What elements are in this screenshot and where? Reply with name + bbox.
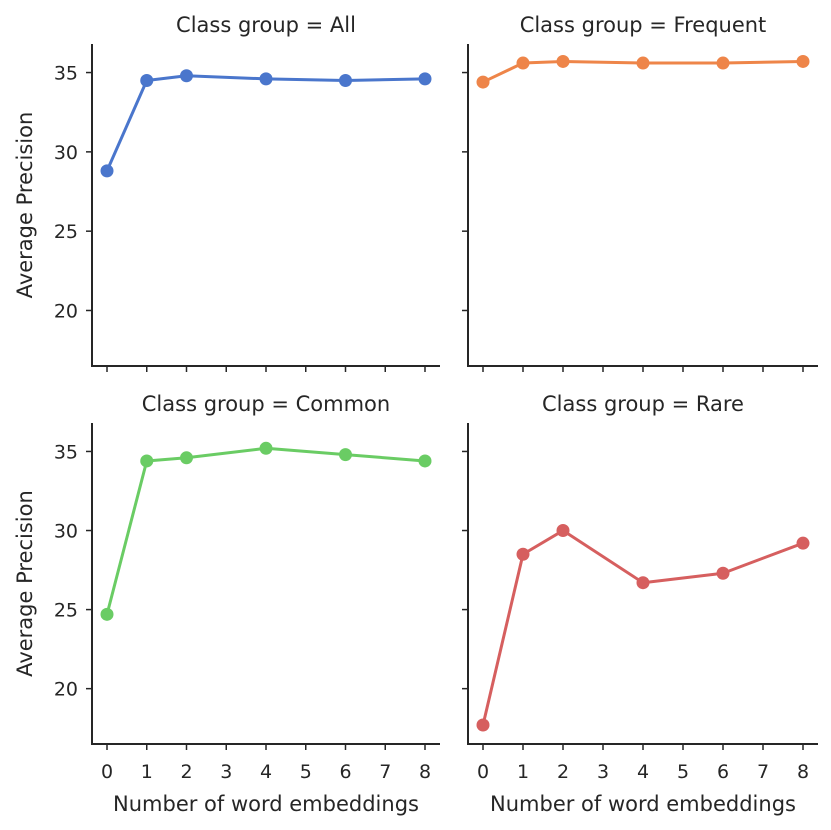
panel-3-xtick-label: 5 [300,761,312,783]
panel-2-point-5 [716,56,730,70]
panel-3-title: Class group = Common [142,392,390,416]
panel-3-point-3 [180,451,193,465]
panel-3-xtick-label: 3 [220,761,232,783]
panel-3-xtick-label: 8 [419,761,431,783]
panel-4-xtick-label: 0 [477,761,489,783]
panel-4-xlabel: Number of word embeddings [490,792,796,816]
panel-3-series-line [105,446,427,616]
panel-3-xtick-label: 1 [141,761,153,783]
panel-2-point-4 [636,56,650,70]
panel-3-ytick-label: 25 [54,600,78,622]
panel-4-point-5 [716,566,730,580]
panel-3-ytick-label: 20 [54,679,78,701]
panel-1-point-6 [418,72,432,86]
panel-2-point-6 [796,54,810,68]
panel-4-xtick-label: 5 [677,761,689,783]
panel-1-ylabel: Average Precision [13,112,37,299]
panel-3-ytick-label: 30 [54,521,78,543]
panel-3-xtick-label: 2 [180,761,192,783]
panel-2-point-2 [516,56,530,70]
panel-1-series-line [105,74,427,173]
panel-4-point-6 [796,536,810,550]
panel-3-ytick-label: 35 [54,441,78,463]
panel-1-ytick-label: 30 [54,142,78,164]
panel-3-point-4 [259,441,273,455]
panel-1-ytick-label: 20 [54,300,78,322]
panel-3-point-1 [100,607,114,621]
panel-4-xtick-label: 4 [637,761,649,783]
panel-2-point-1 [476,75,490,89]
panel-4-xtick-label: 1 [517,761,529,783]
panel-4-point-3 [556,524,570,538]
panel-4-xtick-label: 8 [797,761,809,783]
panel-1-ytick-label: 35 [54,63,78,85]
panel-1-ytick-label: 25 [54,221,78,243]
panel-1-point-2 [140,73,154,87]
panel-4-xtick-label: 7 [757,761,769,783]
panel-1-title: Class group = All [176,13,356,37]
panel-2-title: Class group = Frequent [520,13,767,37]
panel-3-xtick-label: 0 [101,761,113,783]
panel-3-point-2 [140,454,154,468]
panel-4-xtick-label: 6 [717,761,729,783]
panel-4-point-2 [516,547,530,561]
panel-3-xlabel: Number of word embeddings [113,792,419,816]
panel-4-title: Class group = Rare [542,392,744,416]
panel-3-point-5 [339,448,352,462]
panel-4-point-4 [636,576,650,590]
panel-3-ylabel: Average Precision [13,490,37,677]
panel-1-point-5 [339,73,352,87]
panel-2-axes [467,44,818,367]
panel-4-xtick-label: 2 [557,761,569,783]
panel-3-xtick-label: 4 [260,761,272,783]
panel-3-xtick-label: 6 [339,761,351,783]
panel-1-point-3 [180,69,193,83]
panel-2-series-line [481,59,805,84]
panel-1-point-4 [259,72,273,86]
panel-4-point-1 [476,718,490,732]
panel-2-point-3 [556,54,570,68]
panel-1-axes [91,44,440,367]
panel-4-xtick-label: 3 [597,761,609,783]
panel-3-point-6 [418,454,432,468]
panel-4-series-line [481,529,805,727]
panel-3-xtick-label: 7 [379,761,391,783]
panel-1-point-1 [100,164,114,178]
